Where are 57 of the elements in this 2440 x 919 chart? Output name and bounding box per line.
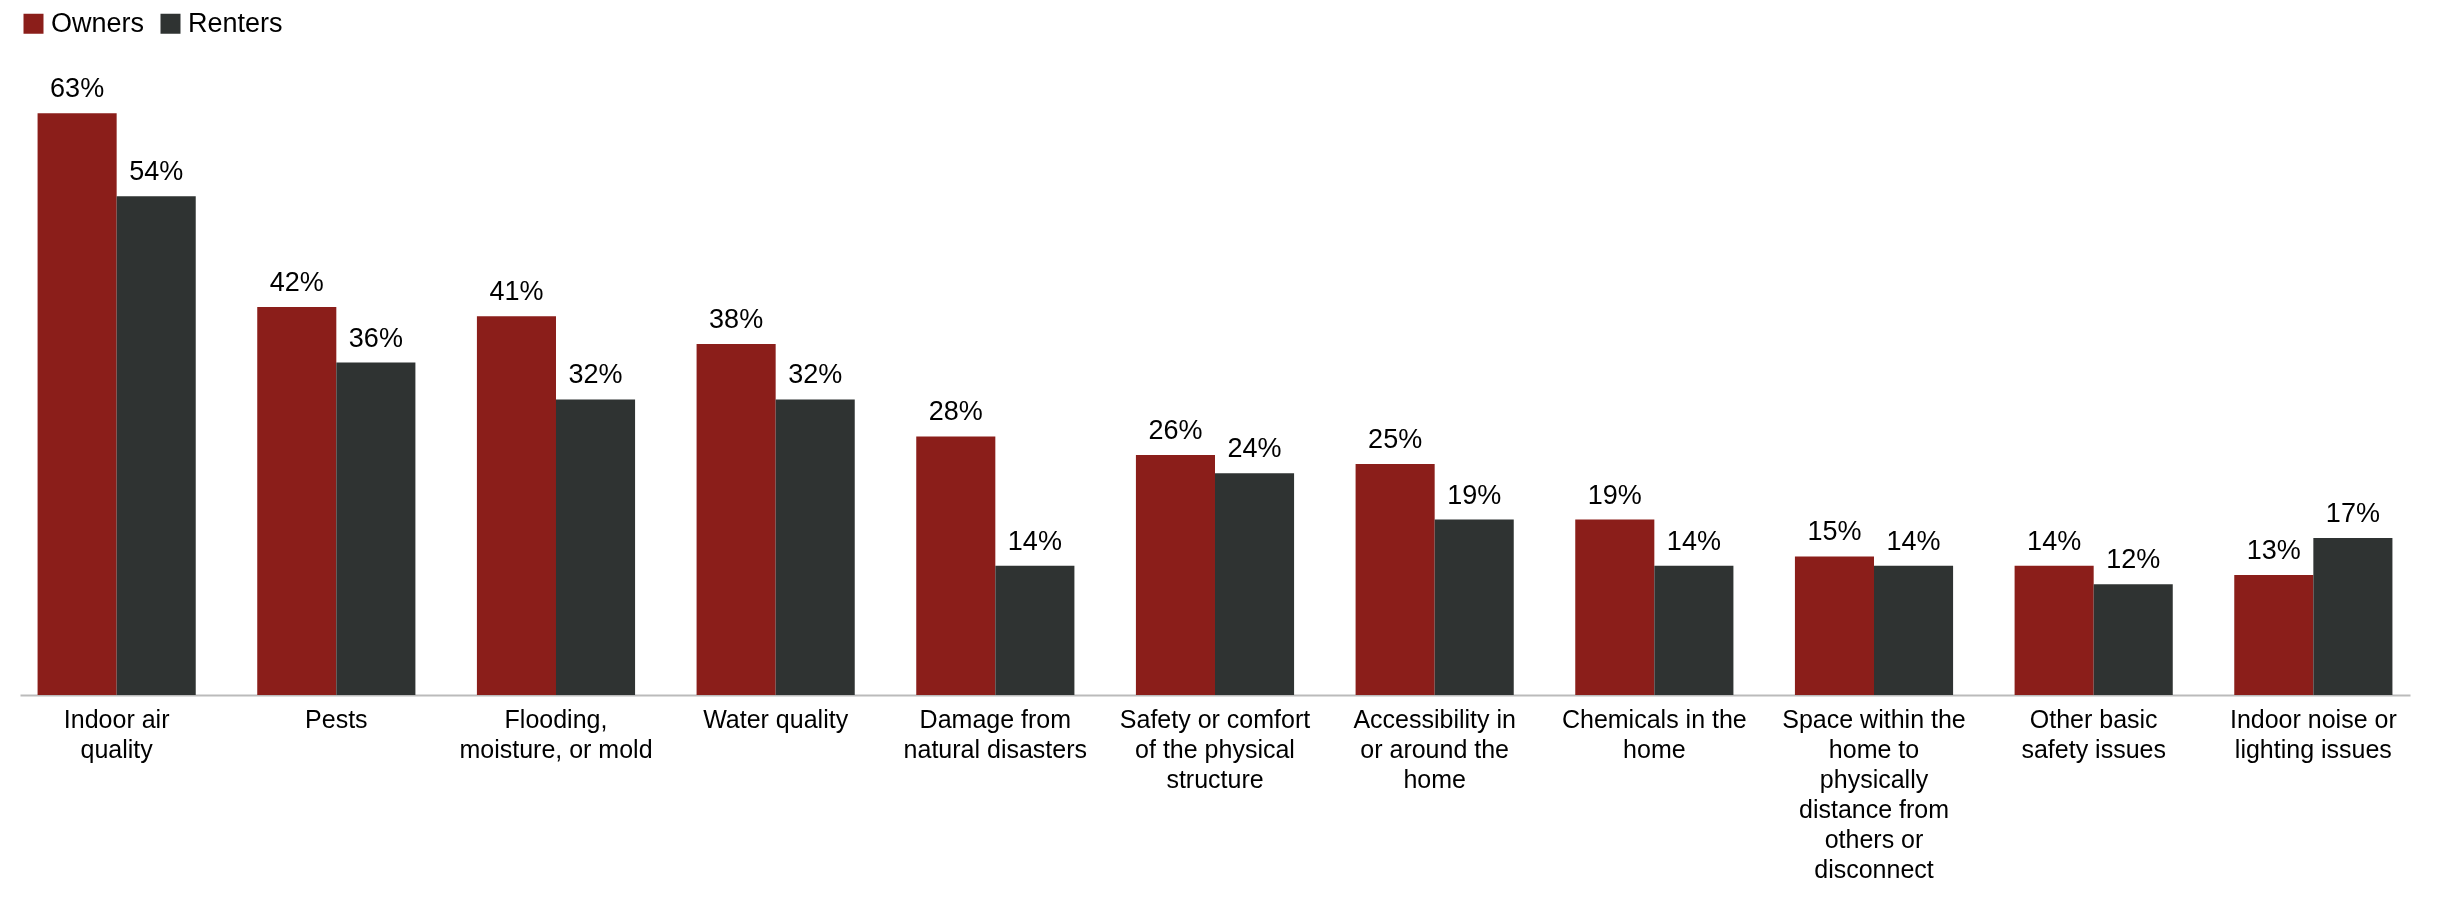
- bar: [2014, 565, 2094, 695]
- data-label: 13%: [2246, 534, 2301, 565]
- x-tick-label: Space within the home to physically distance from others or disconnect: [1782, 704, 1966, 883]
- data-label: 14%: [1886, 525, 1941, 556]
- bar: [775, 399, 855, 695]
- bar: [2093, 584, 2173, 695]
- x-tick-label: Safety or comfort of the physical structure: [1119, 704, 1311, 793]
- data-label: 54%: [129, 156, 184, 187]
- data-label: 38%: [709, 304, 764, 335]
- bar: [696, 344, 776, 695]
- bar: [555, 399, 636, 695]
- data-label: 24%: [1227, 433, 1282, 464]
- x-tick-label: Pests: [305, 704, 368, 733]
- data-label: 32%: [568, 359, 623, 390]
- bar: [257, 307, 337, 695]
- data-label: 63%: [50, 73, 105, 104]
- bar: [116, 196, 196, 695]
- bar: [1575, 519, 1655, 695]
- data-label: 32%: [788, 359, 843, 390]
- x-tick-label: Indoor air quality: [63, 704, 170, 763]
- bar: [1434, 519, 1514, 695]
- data-label: 19%: [1587, 479, 1642, 510]
- legend-label: Renters: [188, 7, 283, 38]
- bar: [1654, 565, 1734, 695]
- x-tick-label: Damage from natural disasters: [903, 704, 1088, 763]
- bar: [1794, 556, 1875, 695]
- data-label: 36%: [348, 322, 403, 353]
- bar: [1355, 464, 1435, 695]
- x-tick-label: Indoor noise or lighting issues: [2229, 704, 2397, 763]
- data-label: 15%: [1807, 516, 1862, 547]
- x-tick-label: Other basic safety issues: [2021, 704, 2166, 763]
- data-label: 12%: [2106, 544, 2161, 575]
- x-tick-label: Flooding, moisture, or mold: [459, 704, 653, 763]
- data-label: 14%: [1666, 525, 1721, 556]
- data-label: 42%: [269, 267, 324, 298]
- x-tick-label: Chemicals in the home: [1561, 704, 1747, 763]
- data-label: 25%: [1368, 424, 1423, 455]
- x-tick-label: Water quality: [703, 704, 849, 733]
- data-label: 26%: [1148, 414, 1203, 445]
- bar: [1874, 565, 1954, 695]
- bar: [336, 362, 416, 695]
- data-label: 17%: [2325, 498, 2380, 528]
- bar: [2234, 574, 2314, 695]
- x-tick-label: Accessibility in or around the home: [1353, 704, 1516, 793]
- bar: [1215, 473, 1295, 695]
- bar: [995, 565, 1075, 695]
- bar: [2313, 538, 2393, 695]
- bar: [1135, 454, 1215, 695]
- data-label: 14%: [2027, 525, 2082, 556]
- data-label: 41%: [489, 276, 544, 307]
- data-label: 28%: [928, 396, 983, 427]
- data-label: 19%: [1447, 479, 1502, 510]
- data-label: 14%: [1007, 525, 1062, 556]
- bar: [37, 113, 117, 695]
- bar: [916, 436, 996, 695]
- bar: [476, 316, 556, 695]
- legend-label: Owners: [51, 7, 145, 38]
